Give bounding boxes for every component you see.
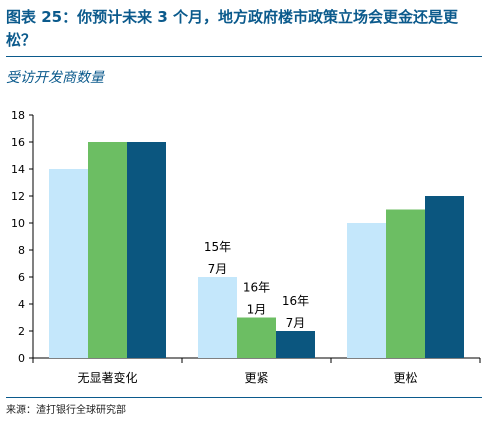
chart-title: 图表 25：你预计未来 3 个月，地方政府楼市政策立场会更金还是更松？: [6, 8, 458, 49]
bar: [49, 169, 88, 358]
footer-divider: [6, 397, 482, 398]
bar: [276, 331, 315, 358]
bar: [386, 209, 425, 358]
source-note: 来源：渣打银行全球研究部: [6, 405, 126, 416]
y-tick-label: 4: [18, 298, 25, 311]
bar: [425, 196, 464, 358]
data-label: 16年: [282, 294, 309, 308]
data-label: 16年: [243, 281, 270, 295]
y-tick-label: 18: [11, 109, 25, 122]
y-tick-label: 14: [11, 163, 25, 176]
x-tick-label: 更紧: [244, 371, 268, 385]
x-tick-label: 更松: [393, 371, 417, 385]
y-tick-label: 6: [18, 271, 25, 284]
labels: 0 2 4 6 8 10 12 14 16 18 无显著变化 更紧 更松 15年 7月 16年 1月 16年 7月: [11, 109, 418, 385]
y-tick-label: 8: [18, 244, 25, 257]
bar: [237, 317, 276, 358]
data-label: 1月: [247, 303, 267, 317]
y-tick-label: 12: [11, 190, 25, 203]
bar: [127, 142, 166, 358]
data-label: 7月: [208, 262, 228, 276]
title-divider: [6, 56, 482, 57]
y-tick-label: 0: [18, 352, 25, 365]
bar: [88, 142, 127, 358]
chart-subtitle: 受访开发商数量: [6, 70, 104, 86]
x-tick-label: 无显著变化: [77, 370, 137, 385]
y-tick-label: 16: [11, 136, 25, 149]
bar: [198, 277, 237, 358]
bars: [49, 142, 464, 358]
data-label: 7月: [286, 316, 306, 330]
y-tick-label: 2: [18, 325, 25, 338]
y-tick-label: 10: [11, 217, 25, 230]
bar: [347, 223, 386, 358]
data-label: 15年: [204, 240, 231, 254]
